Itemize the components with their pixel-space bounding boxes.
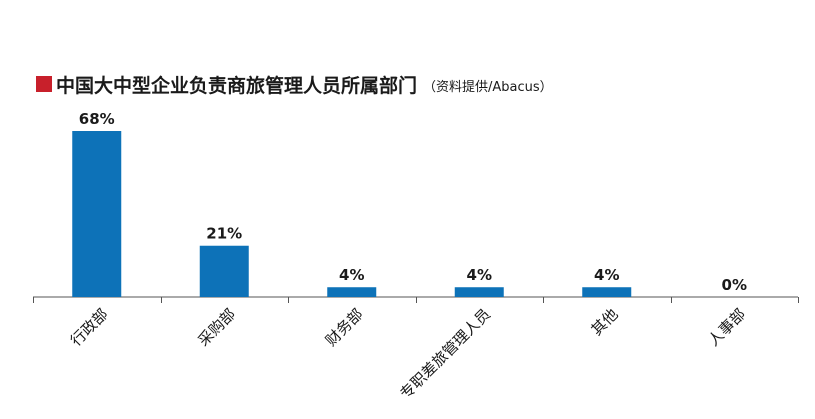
x-tick-label: 专职差旅管理人员 (396, 305, 494, 403)
bar (327, 287, 377, 297)
x-tick-label: 财务部 (322, 305, 367, 350)
x-tick-label: 其他 (588, 305, 622, 339)
chart-header: 中国大中型企业负责商旅管理人员所属部门 （资料提供/Abacus） (36, 72, 553, 97)
bar (454, 287, 504, 297)
data-label: 21% (206, 225, 242, 243)
x-tick-label: 采购部 (195, 305, 240, 350)
bar (582, 287, 632, 297)
data-label: 4% (594, 266, 619, 284)
data-label: 68% (79, 110, 115, 128)
chart-title: 中国大中型企业负责商旅管理人员所属部门 (56, 74, 418, 97)
data-label: 4% (467, 266, 492, 284)
x-tick-label: 行政部 (67, 305, 112, 350)
data-label: 4% (339, 266, 364, 284)
x-tick-label: 人事部 (705, 305, 750, 350)
title-marker-icon (36, 76, 52, 92)
chart-subtitle: （资料提供/Abacus） (423, 79, 553, 95)
bar (72, 131, 122, 297)
bar (199, 245, 249, 297)
data-label: 0% (722, 276, 747, 294)
